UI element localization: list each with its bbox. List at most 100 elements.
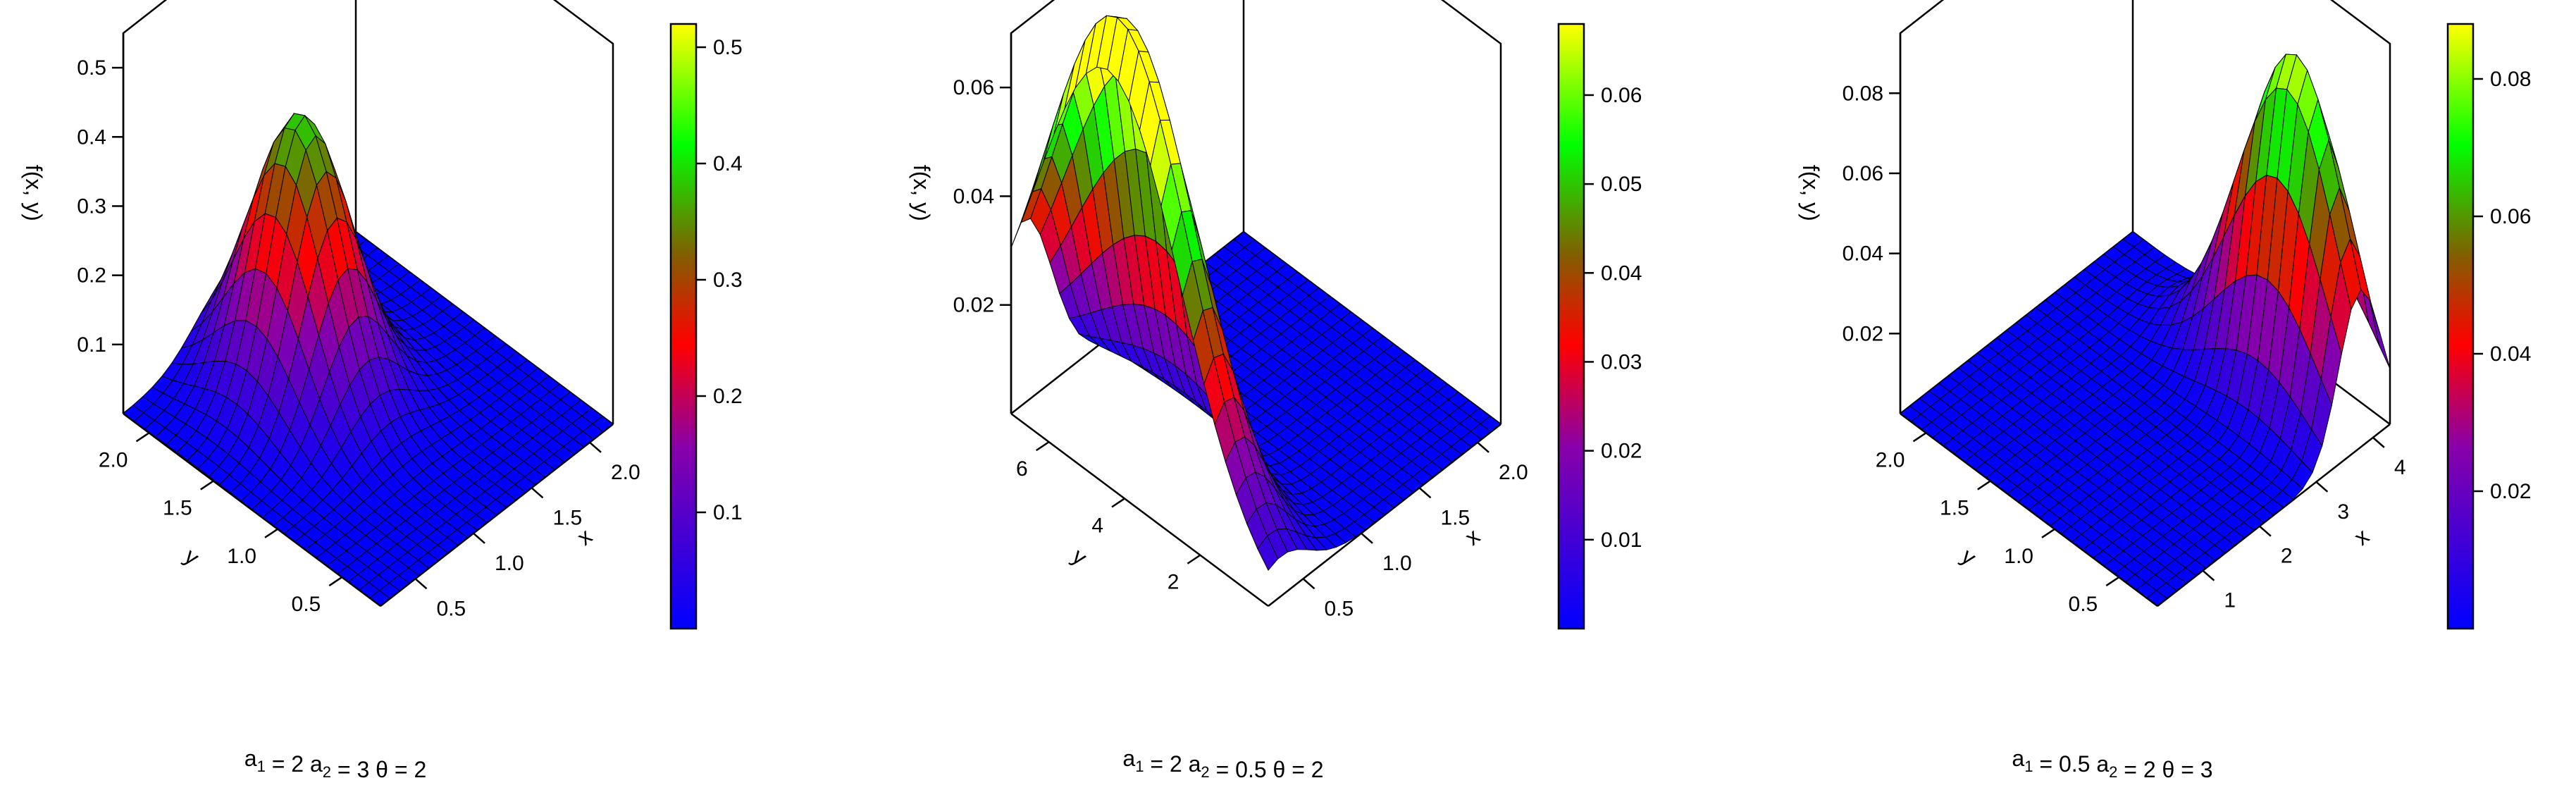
x-axis-label: x (1460, 523, 1485, 550)
caption-symbol: = (2033, 751, 2058, 777)
y-tick (264, 528, 278, 538)
colorbar (669, 23, 698, 630)
z-tick-label: 0.02 (953, 294, 994, 317)
surface-mesh (1010, 15, 1501, 571)
y-tick (1187, 554, 1201, 564)
surface-mesh (123, 113, 614, 607)
caption-symbol: a (304, 751, 323, 777)
x-tick (473, 532, 485, 544)
caption-value: 2 (291, 751, 304, 777)
panel-2: 0.5 1.0 1.5 2.0 x 2 4 6 y 0.02 0.04 0.06 f(x, y) 0.01… (909, 0, 1642, 782)
y-tick-label: 1.5 (1940, 497, 1969, 520)
x-tick-label: 3 (2337, 500, 2349, 524)
x-tick-label: 1.5 (1441, 506, 1470, 529)
caption-value: 0.5 (2059, 751, 2090, 777)
colorbar-tick-label: 0.1 (713, 501, 743, 524)
panel-1: 0.5 1.0 1.5 2.0 x 0.5 1.0 1.5 2.0 y 0.1 0.2 0.3 0.4 0.… (21, 0, 743, 782)
y-axis-label: y (1957, 543, 1981, 570)
caption-value: 0.5 (1235, 757, 1266, 782)
x-axis-label: x (572, 523, 597, 550)
caption-subscript: 1 (257, 758, 266, 775)
colorbar-tick-label: 0.4 (713, 152, 743, 175)
z-tick-label: 0.3 (77, 195, 106, 218)
y-tick (1912, 432, 1927, 443)
y-tick (200, 480, 214, 490)
z-axis-label: f(x, y) (21, 165, 47, 221)
caption-symbol: = (331, 757, 357, 782)
y-tick-label: 4 (1091, 514, 1103, 537)
caption-symbol: = (1144, 751, 1169, 777)
z-tick-label: 0.1 (77, 333, 106, 357)
colorbar-tick-label: 0.08 (2490, 68, 2531, 91)
x-tick (1302, 578, 1315, 590)
z-tick-label: 0.5 (77, 56, 106, 80)
caption-value: 2 (2143, 757, 2156, 782)
y-tick-label: 2.0 (1876, 448, 1905, 471)
y-tick-label: 1.0 (2004, 545, 2033, 568)
panel-3: 1 2 3 4 x 0.5 1.0 1.5 2.0 y 0.02 0.04 0.06 0.08 f(x, y… (1798, 0, 2531, 782)
y-axis-label: y (180, 543, 204, 570)
z-tick-label: 0.4 (77, 125, 106, 149)
z-tick-label: 0.2 (77, 264, 106, 288)
x-tick (2315, 481, 2329, 493)
caption-subscript: 2 (2109, 763, 2117, 781)
colorbar-tick-label: 0.02 (2490, 480, 2531, 503)
colorbar-tick-label: 0.06 (2490, 205, 2531, 228)
caption-value: 3 (2200, 757, 2213, 782)
x-tick-label: 1.5 (553, 506, 583, 529)
colorbar (1557, 23, 1585, 630)
y-tick-label: 0.5 (2069, 593, 2098, 616)
x-tick (589, 441, 602, 453)
caption-value: 2 (1170, 751, 1182, 777)
colorbar-tick-label: 0.3 (713, 269, 743, 292)
y-tick-label: 2 (1168, 571, 1179, 594)
caption-subscript: 1 (2024, 758, 2033, 775)
x-axis-label: x (2349, 523, 2374, 550)
caption-symbol: θ = (2156, 757, 2200, 782)
z-tick-label: 0.06 (953, 76, 994, 99)
caption-subscript: 2 (323, 763, 331, 781)
x-tick-label: 4 (2394, 456, 2406, 479)
x-axis-line (2157, 424, 2391, 607)
y-tick-label: 2.0 (99, 448, 128, 471)
colorbar-tick-label: 0.04 (2490, 342, 2531, 366)
z-tick-label: 0.06 (1843, 162, 1883, 185)
x-tick-label: 2 (2281, 545, 2293, 568)
x-tick (2259, 525, 2272, 537)
x-tick (2202, 569, 2215, 581)
y-tick (135, 432, 150, 443)
x-axis-line (1268, 424, 1501, 607)
caption-value: 3 (357, 757, 369, 782)
surface-mesh (1900, 53, 2391, 607)
caption-symbol: = (266, 751, 291, 777)
x-tick-label: 0.5 (1325, 597, 1354, 620)
caption-subscript: 2 (1201, 763, 1209, 781)
caption-symbol: a (2012, 746, 2024, 771)
x-tick-label: 1 (2224, 589, 2236, 612)
caption-symbol: θ = (1267, 757, 1311, 782)
colorbar-tick-label: 0.02 (1601, 440, 1642, 463)
panel-caption: a1 = 0.5 a2 = 2 θ = 3 (2012, 746, 2212, 782)
x-tick-label: 2.0 (1499, 461, 1528, 484)
caption-symbol: a (244, 746, 257, 771)
x-tick-label: 1.0 (495, 552, 524, 575)
z-tick-label: 0.08 (1843, 82, 1883, 105)
x-tick (1477, 441, 1490, 453)
caption-symbol: a (1122, 746, 1135, 771)
x-tick (1418, 487, 1432, 499)
caption-value: 2 (414, 757, 426, 782)
y-axis-line (1900, 412, 2158, 607)
y-axis-line (123, 412, 381, 607)
colorbar-tick-label: 0.04 (1601, 261, 1642, 285)
caption-symbol: a (1182, 751, 1201, 777)
colorbar-tick-label: 0.5 (713, 36, 743, 59)
caption-subscript: 1 (1135, 758, 1144, 775)
x-tick-label: 0.5 (437, 597, 466, 620)
surface-facet (1257, 535, 1279, 571)
y-tick (1035, 441, 1050, 452)
x-tick-label: 1.0 (1382, 552, 1412, 575)
y-tick (328, 576, 342, 587)
colorbar-tick-label: 0.01 (1601, 529, 1642, 552)
colorbar-tick-label: 0.05 (1601, 173, 1642, 196)
